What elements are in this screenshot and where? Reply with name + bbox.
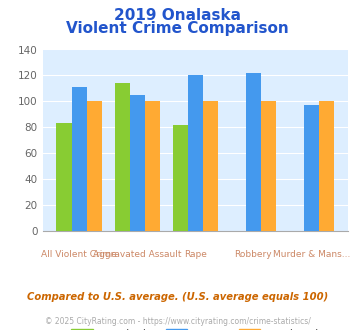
Bar	[87, 101, 102, 231]
Text: Murder & Mans...: Murder & Mans...	[273, 250, 350, 259]
Bar	[145, 101, 160, 231]
Bar	[188, 76, 203, 231]
Bar	[246, 73, 261, 231]
Text: © 2025 CityRating.com - https://www.cityrating.com/crime-statistics/: © 2025 CityRating.com - https://www.city…	[45, 317, 310, 326]
Text: Compared to U.S. average. (U.S. average equals 100): Compared to U.S. average. (U.S. average …	[27, 292, 328, 302]
Legend: Onalaska, Texas, National: Onalaska, Texas, National	[67, 324, 324, 330]
Text: Aggravated Assault: Aggravated Assault	[93, 250, 181, 259]
Bar	[304, 105, 319, 231]
Bar	[173, 125, 188, 231]
Bar	[203, 101, 218, 231]
Text: Violent Crime Comparison: Violent Crime Comparison	[66, 21, 289, 36]
Bar	[130, 95, 145, 231]
Bar	[261, 101, 276, 231]
Text: Rape: Rape	[184, 250, 207, 259]
Bar	[115, 83, 130, 231]
Text: Robbery: Robbery	[235, 250, 272, 259]
Text: 2019 Onalaska: 2019 Onalaska	[114, 8, 241, 23]
Bar	[72, 87, 87, 231]
Bar	[319, 101, 334, 231]
Text: All Violent Crime: All Violent Crime	[41, 250, 117, 259]
Bar	[56, 123, 72, 231]
